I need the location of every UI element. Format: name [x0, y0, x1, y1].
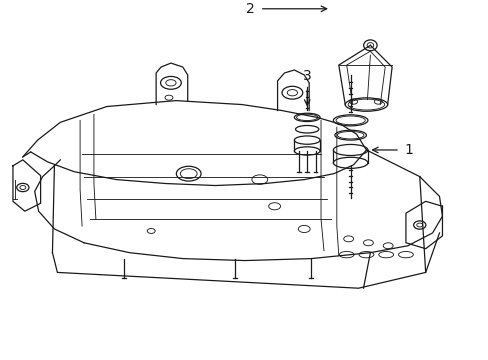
- Text: 1: 1: [403, 143, 412, 157]
- Text: 3: 3: [302, 69, 311, 83]
- Text: 2: 2: [245, 2, 254, 16]
